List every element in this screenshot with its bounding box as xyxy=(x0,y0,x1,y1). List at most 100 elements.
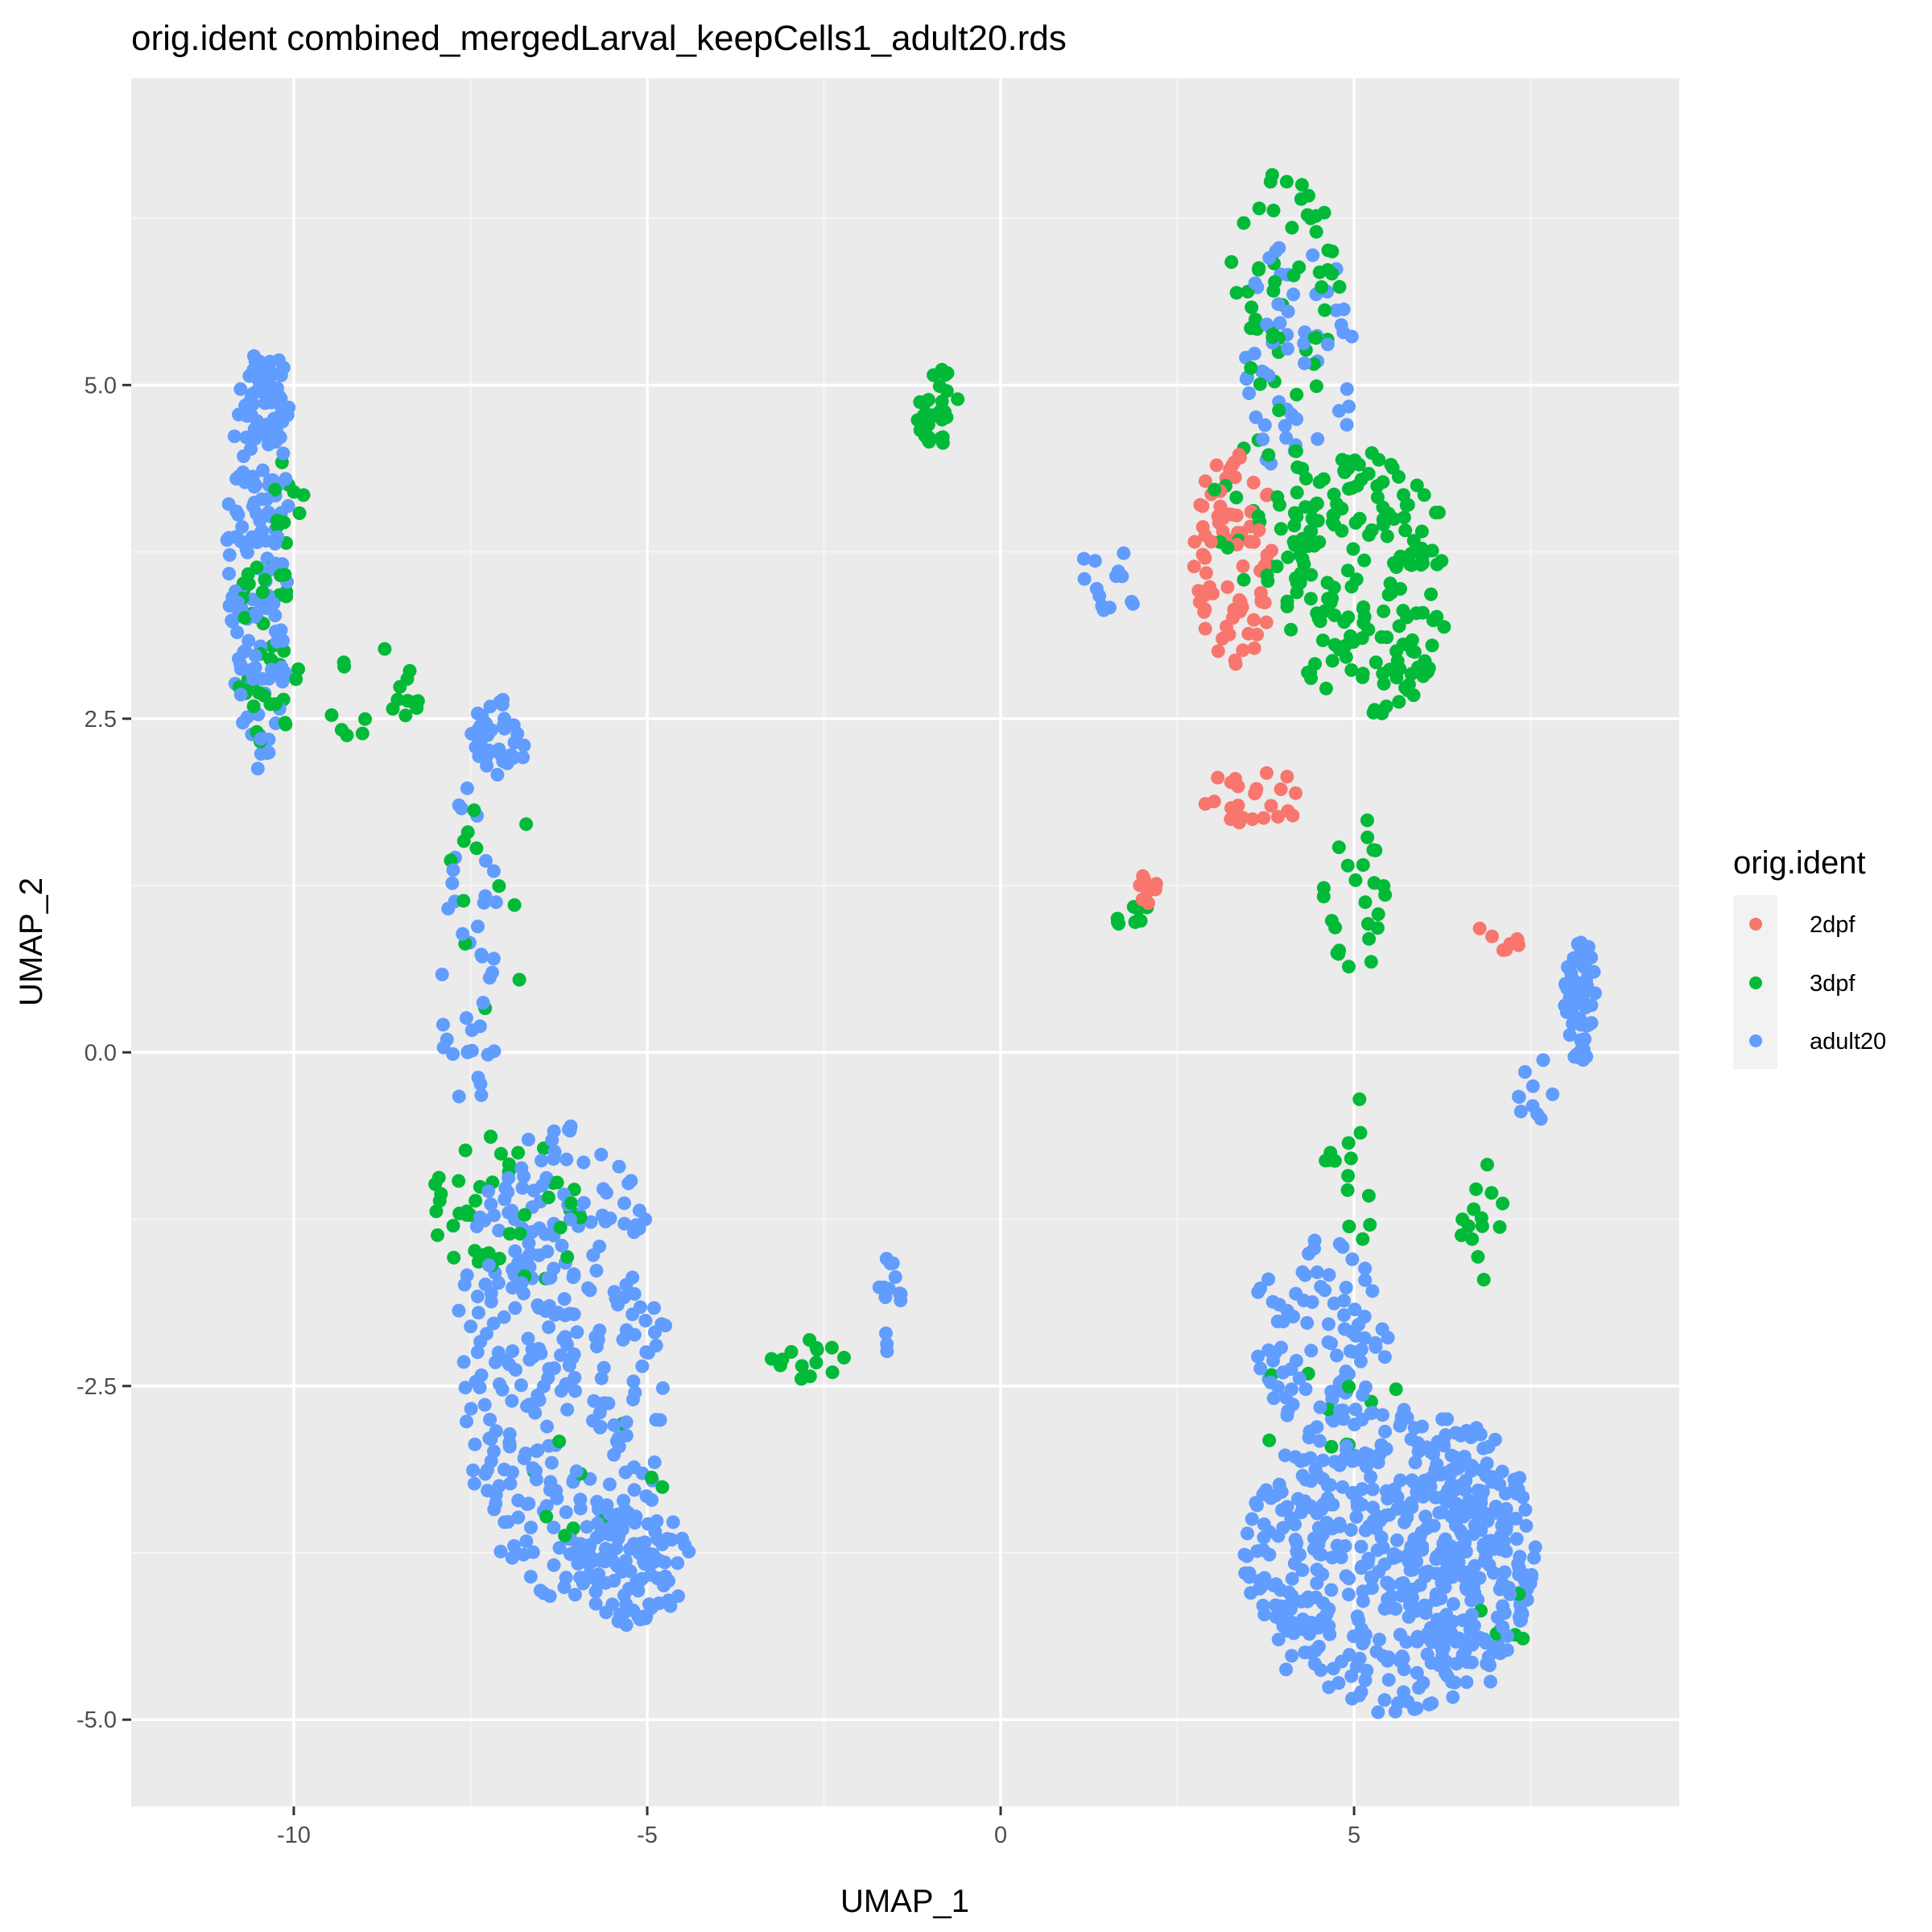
point-adult20 xyxy=(1479,1549,1493,1563)
point-adult20 xyxy=(250,362,264,377)
point-2dpf xyxy=(1260,548,1274,563)
point-adult20 xyxy=(244,442,258,456)
point-adult20 xyxy=(637,1554,651,1569)
point-3dpf xyxy=(1392,469,1406,484)
point-adult20 xyxy=(1463,1569,1478,1583)
point-adult20 xyxy=(1315,1526,1330,1541)
point-adult20 xyxy=(638,1535,652,1550)
point-adult20 xyxy=(1324,1385,1339,1399)
point-adult20 xyxy=(605,1597,620,1612)
point-adult20 xyxy=(627,1286,642,1301)
point-3dpf xyxy=(484,1129,497,1144)
point-adult20 xyxy=(535,1154,549,1168)
point-3dpf xyxy=(1298,472,1313,485)
point-adult20 xyxy=(635,1571,650,1586)
point-adult20 xyxy=(645,1492,659,1507)
point-adult20 xyxy=(1250,1498,1264,1513)
point-adult20 xyxy=(1242,386,1257,400)
point-adult20 xyxy=(619,1415,634,1430)
point-adult20 xyxy=(1410,1634,1424,1649)
point-3dpf xyxy=(467,803,481,817)
point-adult20 xyxy=(1250,1544,1265,1558)
point-adult20 xyxy=(557,1580,572,1595)
point-adult20 xyxy=(1347,1629,1361,1644)
point-adult20 xyxy=(576,1195,591,1210)
point-adult20 xyxy=(1575,1036,1590,1051)
point-adult20 xyxy=(1528,1540,1542,1554)
point-adult20 xyxy=(1257,418,1272,432)
point-adult20 xyxy=(501,1185,515,1199)
point-adult20 xyxy=(1318,1283,1332,1298)
point-3dpf xyxy=(1294,192,1308,206)
point-adult20 xyxy=(473,1077,488,1091)
point-adult20 xyxy=(602,1477,617,1492)
point-adult20 xyxy=(1439,1554,1454,1569)
point-3dpf xyxy=(809,1356,824,1370)
point-adult20 xyxy=(530,1298,545,1312)
point-adult20 xyxy=(1579,1001,1593,1014)
point-3dpf xyxy=(550,1175,564,1190)
point-adult20 xyxy=(1415,1542,1430,1557)
point-adult20 xyxy=(505,1550,519,1565)
point-adult20 xyxy=(532,1342,547,1356)
point-3dpf xyxy=(1392,695,1406,709)
point-2dpf xyxy=(1211,509,1225,523)
point-2dpf xyxy=(1264,799,1278,813)
point-adult20 xyxy=(1295,1499,1310,1513)
point-3dpf xyxy=(1304,671,1318,685)
point-adult20 xyxy=(519,1534,534,1549)
point-3dpf xyxy=(1342,1220,1356,1233)
point-3dpf xyxy=(1266,204,1281,217)
point-adult20 xyxy=(502,1426,517,1441)
point-3dpf xyxy=(560,1250,575,1264)
point-adult20 xyxy=(1428,1463,1443,1477)
point-2dpf xyxy=(1236,643,1250,658)
point-adult20 xyxy=(1394,1577,1408,1591)
point-adult20 xyxy=(1280,1500,1294,1514)
point-3dpf xyxy=(1229,286,1244,300)
x-tick-label: -10 xyxy=(277,1823,311,1848)
point-2dpf xyxy=(1209,458,1224,473)
point-adult20 xyxy=(547,1145,562,1159)
point-adult20 xyxy=(536,1379,551,1393)
point-2dpf xyxy=(1193,497,1208,512)
point-3dpf xyxy=(246,699,261,713)
point-adult20 xyxy=(1324,1336,1338,1351)
point-3dpf xyxy=(1377,879,1391,894)
point-adult20 xyxy=(1237,1547,1252,1562)
point-adult20 xyxy=(1256,1487,1270,1501)
point-3dpf xyxy=(1465,1232,1480,1246)
point-adult20 xyxy=(580,1520,594,1534)
point-3dpf xyxy=(803,1369,817,1384)
point-adult20 xyxy=(1332,1519,1347,1534)
point-adult20 xyxy=(1411,1444,1426,1459)
point-adult20 xyxy=(589,1264,604,1278)
point-adult20 xyxy=(230,625,245,639)
point-adult20 xyxy=(1341,1587,1356,1602)
point-3dpf xyxy=(1356,1232,1370,1246)
point-adult20 xyxy=(1313,1400,1327,1414)
point-adult20 xyxy=(1302,1424,1317,1439)
point-adult20 xyxy=(554,1348,568,1362)
point-adult20 xyxy=(1343,1344,1357,1358)
point-adult20 xyxy=(1459,1582,1474,1596)
point-3dpf xyxy=(358,712,372,726)
point-adult20 xyxy=(528,1406,543,1420)
point-adult20 xyxy=(588,1596,603,1611)
point-3dpf xyxy=(1429,506,1443,520)
point-3dpf xyxy=(935,394,949,409)
point-adult20 xyxy=(1296,1612,1310,1627)
point-adult20 xyxy=(573,1501,588,1516)
point-adult20 xyxy=(1426,1518,1441,1533)
point-adult20 xyxy=(1519,1519,1534,1533)
point-3dpf xyxy=(324,708,339,722)
point-3dpf xyxy=(429,1204,444,1219)
point-3dpf xyxy=(1279,175,1294,189)
point-2dpf xyxy=(1211,644,1225,658)
point-adult20 xyxy=(1563,1028,1577,1042)
point-adult20 xyxy=(508,1244,522,1258)
point-3dpf xyxy=(1285,221,1299,235)
point-3dpf xyxy=(932,379,947,394)
point-3dpf xyxy=(1363,1218,1377,1232)
point-adult20 xyxy=(240,545,254,559)
